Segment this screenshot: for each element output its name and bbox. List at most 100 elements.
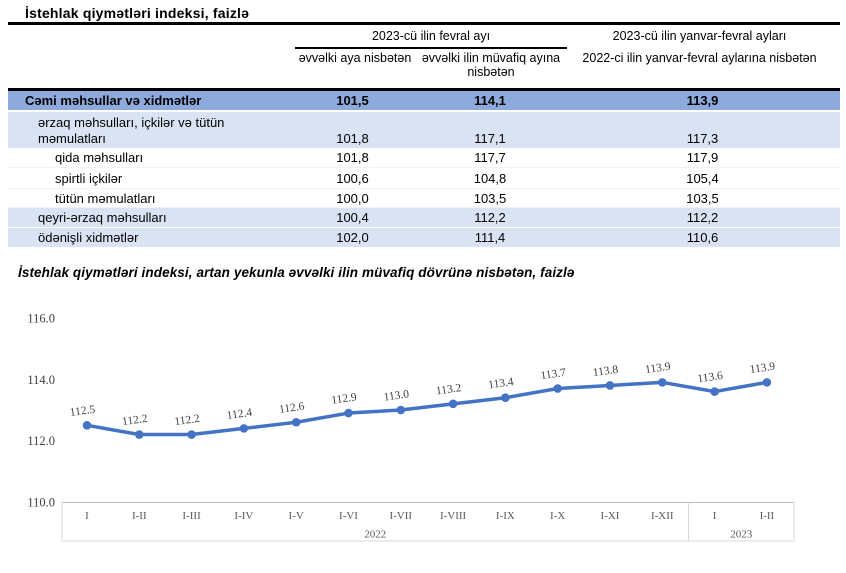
x-axis-year-label: 2022 xyxy=(364,529,386,541)
row-label: tütün məmulatları xyxy=(55,190,156,206)
row-value-cumulative: 110,6 xyxy=(686,229,719,245)
x-axis-month-label: I-V xyxy=(289,510,304,522)
cpi-table-body: Cəmi məhsullar və xidmətlər 101,5 114,1 … xyxy=(8,88,840,247)
data-point xyxy=(658,378,667,387)
row-value-vs-prev-year-month: 114,1 xyxy=(474,93,506,108)
x-axis-month-label: I-VIII xyxy=(440,510,467,522)
row-value-cumulative: 117,3 xyxy=(686,131,719,146)
data-point xyxy=(82,421,92,430)
data-point-label: 113.2 xyxy=(435,382,462,397)
row-value-vs-prev-year-month: 112,2 xyxy=(474,210,506,225)
data-point-label: 112.2 xyxy=(121,413,148,428)
column-group-divider xyxy=(295,47,567,49)
column-header-vs-jan-feb-2022: 2022-ci ilin yanvar-fevral aylarına nisb… xyxy=(582,51,817,65)
table-row: Cəmi məhsullar və xidmətlər 101,5 114,1 … xyxy=(8,91,840,112)
data-point-label: 113.9 xyxy=(749,361,776,376)
data-point-label: 113.8 xyxy=(592,364,619,379)
row-value-cumulative: 117,9 xyxy=(686,150,719,165)
data-point xyxy=(135,430,144,439)
x-axis-month-label: I-XI xyxy=(601,510,620,522)
row-label: spirtli içkilər xyxy=(55,170,123,186)
x-axis-month-label: I-III xyxy=(182,510,201,522)
row-value-cumulative: 113,9 xyxy=(686,93,719,108)
data-point-label: 113.9 xyxy=(644,361,671,376)
data-point xyxy=(291,417,301,427)
y-axis-tick-label: 112.0 xyxy=(27,434,55,448)
row-value-vs-prev-year-month: 103,5 xyxy=(473,190,507,206)
row-value-vs-prev-month: 100,6 xyxy=(336,170,369,186)
data-point xyxy=(710,387,719,396)
row-label: ərzaq məhsulları, içkilər və tütün məmul… xyxy=(38,115,225,146)
x-axis-month-label: I-XII xyxy=(651,510,674,522)
row-value-vs-prev-year-month: 111,4 xyxy=(474,229,506,245)
row-value-vs-prev-month: 102,0 xyxy=(336,229,369,245)
table-row: spirtli içkilər 100,6 104,8 105,4 xyxy=(8,168,840,189)
data-point-label: 113.6 xyxy=(697,370,724,385)
x-axis-month-label: I xyxy=(85,510,89,522)
data-point xyxy=(553,384,562,393)
row-value-vs-prev-month: 101,5 xyxy=(336,93,369,108)
data-point-label: 113.7 xyxy=(540,367,567,382)
data-point-label: 113.0 xyxy=(383,388,410,403)
data-point xyxy=(448,399,458,409)
x-axis-month-label: I-VII xyxy=(389,510,412,522)
y-axis-tick-label: 114.0 xyxy=(27,373,55,387)
row-label: Cəmi məhsullar və xidmətlər xyxy=(25,93,202,108)
column-group-jan-feb: 2023-cü ilin yanvar-fevral ayları 2022-c… xyxy=(559,26,840,66)
x-axis-month-label: I-IX xyxy=(496,510,515,522)
trend-line xyxy=(85,380,769,437)
chart-title: İstehlak qiymətləri indeksi, artan yekun… xyxy=(18,265,575,280)
data-point xyxy=(605,381,615,390)
x-axis-month-label: I-II xyxy=(760,510,775,522)
data-point-label: 113.4 xyxy=(488,376,515,391)
row-value-cumulative: 103,5 xyxy=(686,190,719,206)
row-value-vs-prev-year-month: 117,1 xyxy=(474,131,506,146)
row-value-vs-prev-year-month: 117,7 xyxy=(474,150,506,165)
data-point-label: 112.5 xyxy=(69,404,96,419)
column-header-vs-prev-month: əvvəlki aya nisbətən xyxy=(298,51,412,65)
x-axis-year-label: 2023 xyxy=(730,529,753,541)
x-axis-month-label: I-X xyxy=(550,510,565,522)
data-point xyxy=(396,405,406,415)
table-title: İstehlak qiymətləri indeksi, faizlə xyxy=(25,5,250,21)
row-value-vs-prev-month: 100,0 xyxy=(336,190,369,206)
table-header: 2023-cü ilin fevral ayı əvvəlki aya nisb… xyxy=(8,26,840,88)
data-point-label: 112.2 xyxy=(174,413,201,428)
row-label: qeyri-ərzaq məhsulları xyxy=(38,210,167,225)
x-axis-month-label: I-VI xyxy=(339,510,358,522)
x-axis-month-label: I-II xyxy=(132,510,147,522)
data-point xyxy=(501,393,510,403)
table-row: ərzaq məhsulları, içkilər və tütün məmul… xyxy=(8,112,840,148)
column-header-vs-prev-year-month: əvvəlki ilin müvafiq ayına nisbətən xyxy=(421,51,561,79)
column-group-jan-feb-label: 2023-cü ilin yanvar-fevral ayları xyxy=(612,29,787,43)
data-point xyxy=(239,424,249,433)
row-value-cumulative: 105,4 xyxy=(686,170,719,186)
column-group-february: 2023-cü ilin fevral ayı əvvəlki aya nisb… xyxy=(295,26,567,79)
column-group-february-label: 2023-cü ilin fevral ayı xyxy=(371,29,491,43)
table-row: qeyri-ərzaq məhsulları 100,4 112,2 112,2 xyxy=(8,208,840,228)
x-axis-month-label: I-IV xyxy=(234,510,253,522)
x-axis-month-label: I xyxy=(713,510,717,522)
y-axis-tick-label: 116.0 xyxy=(27,311,55,325)
row-value-vs-prev-month: 101,8 xyxy=(336,131,369,146)
row-value-vs-prev-month: 100,4 xyxy=(336,210,369,225)
row-label: ödənişli xidmətlər xyxy=(38,229,139,245)
table-row: ödənişli xidmətlər 102,0 111,4 110,6 xyxy=(8,228,840,247)
y-axis-tick-label: 110.0 xyxy=(27,496,55,510)
table-row: tütün məmulatları 100,0 103,5 103,5 xyxy=(8,189,840,208)
data-point xyxy=(187,430,196,439)
table-row: qida məhsulları 101,8 117,7 117,9 xyxy=(8,148,840,168)
data-point-label: 112.6 xyxy=(278,401,305,416)
data-point xyxy=(762,378,772,387)
data-point-label: 112.9 xyxy=(331,391,358,406)
row-value-vs-prev-month: 101,8 xyxy=(336,150,369,165)
data-point xyxy=(344,408,353,418)
data-point-label: 112.4 xyxy=(226,407,253,422)
title-divider xyxy=(8,22,840,25)
row-value-cumulative: 112,2 xyxy=(686,210,719,225)
row-label: qida məhsulları xyxy=(55,150,144,165)
cpi-line-chart: 116.0 114.0 112.0 110.0 I I-II I-III I-IV I-V I-V… xyxy=(0,300,846,573)
row-value-vs-prev-year-month: 104,8 xyxy=(473,170,507,186)
